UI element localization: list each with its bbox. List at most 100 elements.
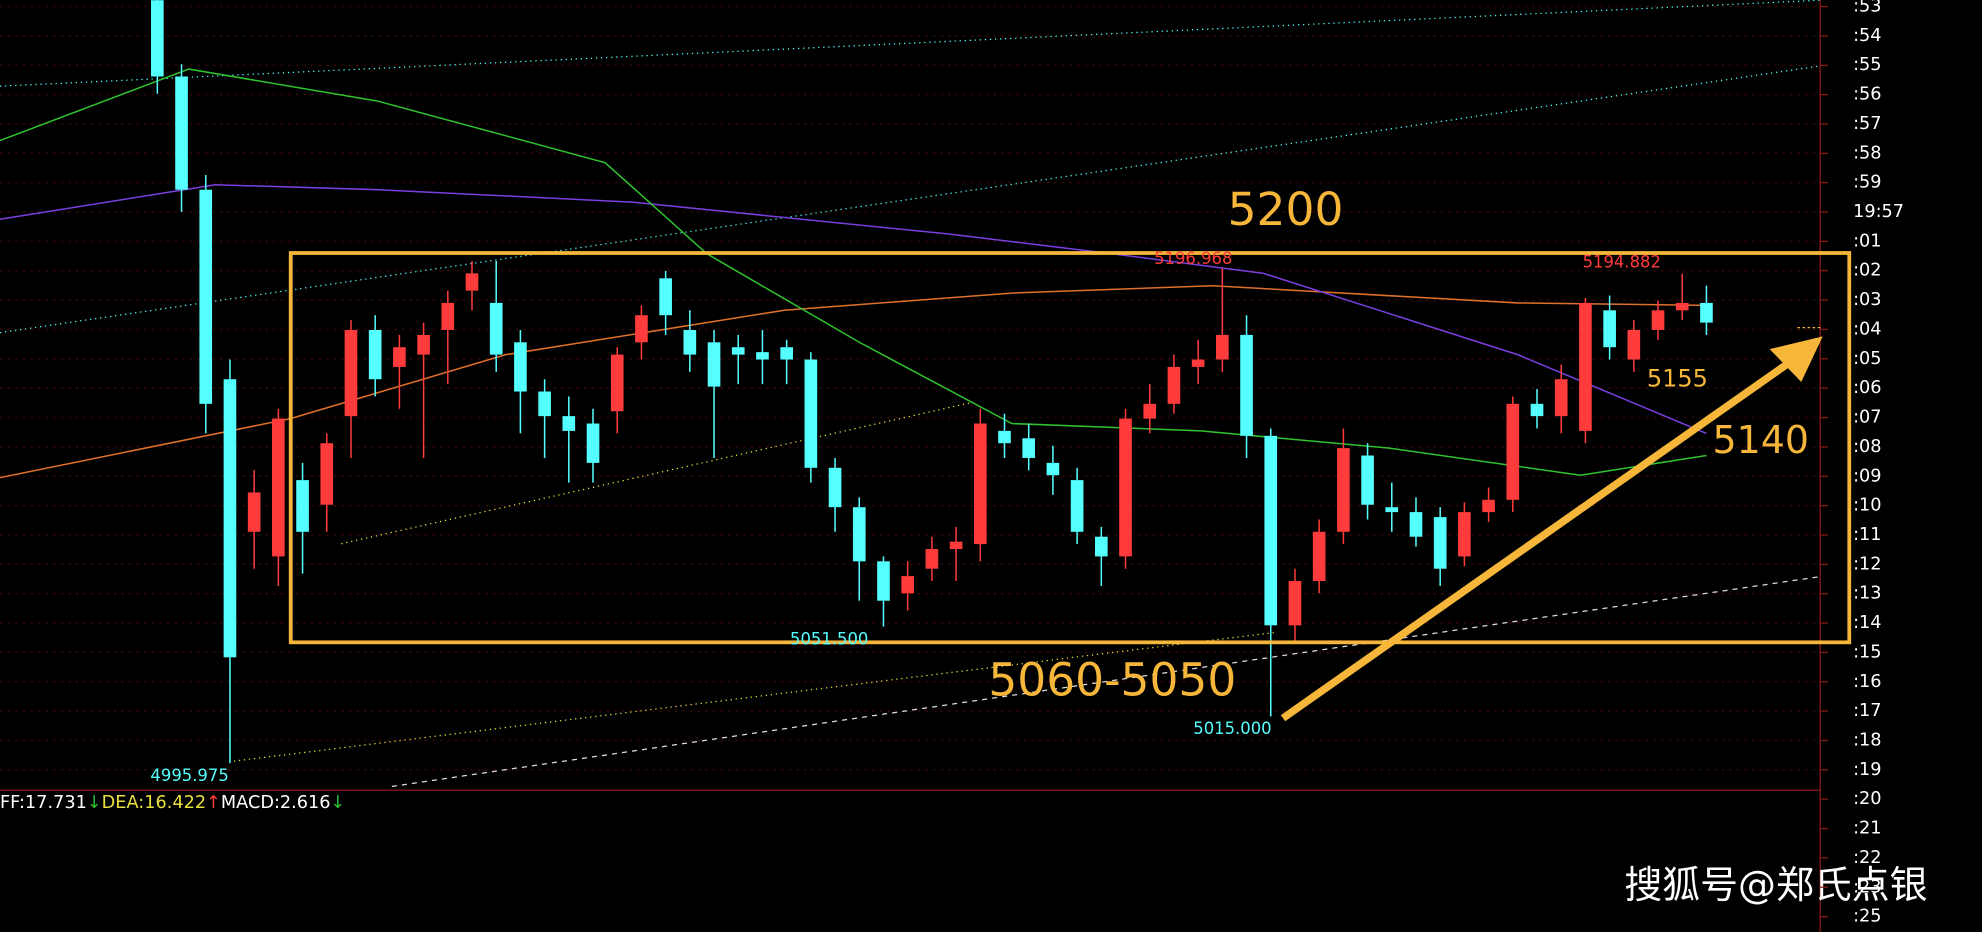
axis-label: :58 bbox=[1853, 143, 1881, 163]
moving-average bbox=[0, 183, 1707, 435]
candle-body bbox=[635, 315, 648, 343]
candle-body bbox=[1458, 512, 1471, 557]
candle-body bbox=[417, 334, 430, 355]
axis-label: :25 bbox=[1853, 907, 1881, 927]
axis-label: :16 bbox=[1853, 672, 1881, 692]
candle-body bbox=[465, 273, 479, 291]
annotation: 5140 bbox=[1713, 418, 1809, 462]
labels: 5200 5060-5050 5140 5155 5196.968 5194.8… bbox=[0, 183, 1928, 907]
candle-body bbox=[562, 416, 576, 431]
axis-label: :01 bbox=[1853, 231, 1881, 251]
candle-body bbox=[1603, 310, 1616, 348]
price-label: 5051.500 bbox=[790, 629, 868, 648]
axis-label: :55 bbox=[1853, 55, 1881, 75]
candle-body bbox=[538, 391, 551, 417]
candle-body bbox=[1554, 379, 1568, 417]
macd-legend: FF:17.731↓DEA:16.422↑MACD:2.616↓ bbox=[0, 793, 345, 813]
axis-label: :56 bbox=[1853, 85, 1881, 105]
candle-body bbox=[344, 329, 358, 417]
axis-label: :15 bbox=[1853, 642, 1881, 662]
annotation: 5155 bbox=[1647, 364, 1708, 392]
price-label: 4995.975 bbox=[150, 766, 228, 785]
axis-label: :54 bbox=[1853, 26, 1881, 46]
axis-label: :18 bbox=[1853, 730, 1881, 750]
moving-average bbox=[0, 284, 1707, 479]
candle-body bbox=[1506, 403, 1520, 500]
candle-body bbox=[610, 354, 624, 412]
price-label: 5196.968 bbox=[1154, 249, 1232, 268]
axis-label: :04 bbox=[1853, 319, 1881, 339]
candle-body bbox=[1627, 329, 1641, 360]
candle-body bbox=[272, 418, 285, 557]
candle-body bbox=[973, 423, 987, 545]
arrow-head bbox=[1769, 336, 1823, 382]
axis-label: :11 bbox=[1853, 525, 1881, 545]
candle-body bbox=[1361, 455, 1374, 505]
trend-line bbox=[0, 0, 1821, 87]
axis-label: :22 bbox=[1853, 848, 1881, 868]
axis-label: :06 bbox=[1853, 378, 1881, 398]
candle-body bbox=[1022, 438, 1036, 458]
candle-body bbox=[1288, 581, 1302, 626]
macd: MACD:2.616 bbox=[221, 793, 331, 813]
candle-body bbox=[441, 302, 455, 330]
candle-body bbox=[1700, 302, 1713, 323]
axis-label: 19:57 bbox=[1853, 202, 1904, 222]
candle-body bbox=[1095, 536, 1108, 557]
candle-body bbox=[780, 347, 793, 360]
candle-body bbox=[804, 359, 818, 468]
candles bbox=[151, 0, 1713, 764]
candle-body bbox=[731, 347, 745, 355]
candle-body bbox=[514, 342, 527, 392]
right-axis: :53:54:55:56:57:58:59 19:57:01:02:03:04:0… bbox=[1820, 0, 1904, 927]
axis-label: :09 bbox=[1853, 466, 1881, 486]
annotation: 5060-5050 bbox=[988, 653, 1236, 706]
dea: DEA:16.422 bbox=[102, 793, 206, 813]
candle-body bbox=[828, 467, 842, 508]
candle-body bbox=[1240, 334, 1253, 436]
candle-body bbox=[949, 541, 963, 550]
axis-label: :05 bbox=[1853, 349, 1881, 369]
macd-arrow: ↓ bbox=[331, 793, 346, 813]
candle-body bbox=[1530, 403, 1544, 417]
candle-body bbox=[368, 329, 382, 380]
candle-body bbox=[1216, 334, 1229, 360]
candle-body bbox=[320, 443, 334, 505]
candle-body bbox=[877, 561, 890, 601]
axis-label: :19 bbox=[1853, 760, 1881, 780]
annotation: 5200 bbox=[1228, 183, 1344, 236]
candle-body bbox=[489, 302, 503, 355]
axis-label: :53 bbox=[1853, 0, 1881, 17]
candle-body bbox=[1191, 359, 1205, 367]
candle-body bbox=[998, 430, 1011, 444]
trend-line bbox=[0, 65, 1821, 334]
candle-body bbox=[393, 347, 406, 367]
axis-label: :17 bbox=[1853, 701, 1881, 721]
axis-label: :57 bbox=[1853, 114, 1881, 134]
candle-body bbox=[852, 507, 866, 562]
axis-label: :20 bbox=[1853, 789, 1881, 809]
candle-body bbox=[925, 549, 939, 569]
axis-label: :02 bbox=[1853, 261, 1881, 281]
candle-body bbox=[175, 76, 188, 190]
candle-body bbox=[151, 0, 164, 77]
price-label: 5194.882 bbox=[1583, 253, 1661, 272]
axis-label: :59 bbox=[1853, 173, 1881, 193]
candle-body bbox=[1119, 418, 1132, 557]
candle-body bbox=[659, 278, 672, 316]
candle-body bbox=[1409, 512, 1423, 537]
axis-label: :14 bbox=[1853, 613, 1881, 633]
axis-label: :21 bbox=[1853, 819, 1881, 839]
candle-body bbox=[199, 189, 213, 404]
dif: FF:17.731 bbox=[0, 793, 87, 813]
candle-body bbox=[1482, 499, 1495, 513]
axis-label: :12 bbox=[1853, 554, 1881, 574]
axis-label: :07 bbox=[1853, 408, 1881, 428]
price-label: 5015.000 bbox=[1193, 719, 1271, 738]
candle-body bbox=[1046, 462, 1060, 476]
candle-body bbox=[1385, 507, 1399, 513]
candle-body bbox=[296, 480, 309, 532]
candle-body bbox=[1675, 302, 1689, 311]
dif-arrow: ↓ bbox=[87, 793, 102, 813]
